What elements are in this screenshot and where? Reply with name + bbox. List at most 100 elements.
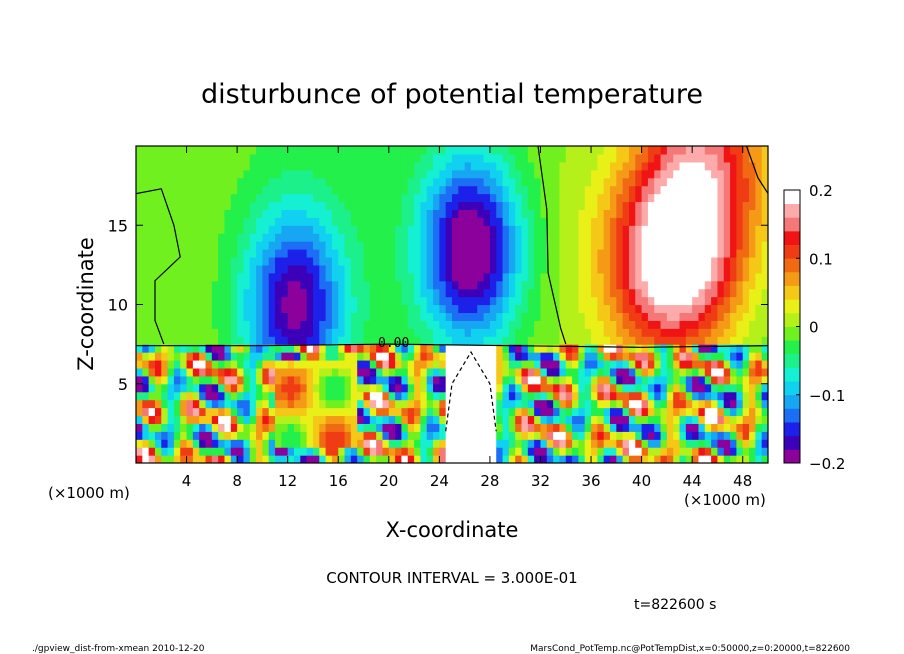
heatmap-cell [742,280,750,290]
heatmap-cell [610,272,617,282]
heatmap-cell [591,288,598,298]
heatmap-cell [647,288,655,298]
heatmap-cell [230,146,238,155]
heatmap-cell [338,423,346,432]
heatmap-cell [622,399,630,409]
colorbar-swatch [784,285,800,300]
heatmap-cell [230,193,238,203]
heatmap-cell [142,344,150,353]
heatmap-cell [452,328,459,337]
heatmap-cell [704,439,712,448]
heatmap-cell [407,217,415,226]
heatmap-cell [704,280,712,290]
heatmap-cell [502,177,510,187]
heatmap-cell [749,264,756,274]
heatmap-cell [180,249,188,258]
heatmap-cell [319,193,327,203]
heatmap-cell [294,439,301,448]
heatmap-cell [464,169,472,179]
heatmap-cell [338,272,346,282]
heatmap-cell [237,225,245,234]
heatmap-cell [439,185,447,195]
heatmap-cell [502,375,510,385]
heatmap-cell [186,359,194,369]
heatmap-cell [458,359,466,369]
heatmap-cell [483,399,491,409]
heatmap-cell [628,288,636,298]
heatmap-cell [559,304,567,314]
heatmap-cell [597,359,605,369]
heatmap-cell [426,415,434,424]
heatmap-cell [306,391,314,401]
heatmap-cell [717,249,725,258]
heatmap-cell [237,264,245,274]
heatmap-cell [584,256,592,266]
heatmap-cell [742,431,750,440]
heatmap-cell [420,312,428,321]
heatmap-cell [616,320,624,329]
heatmap-cell [218,312,226,321]
heatmap-cell [755,383,763,393]
heatmap-cell [704,407,712,417]
heatmap-cell [388,161,396,171]
heatmap-cell [452,177,459,187]
heatmap-cell [477,359,485,369]
heatmap-cell [306,344,314,353]
heatmap-cell [192,375,200,385]
heatmap-cell [268,399,276,409]
heatmap-cell [553,288,561,298]
heatmap-cell [344,375,352,385]
heatmap-cell [477,288,485,298]
heatmap-cell [230,225,238,234]
heatmap-cell [565,201,573,211]
heatmap-cell [515,264,523,274]
heatmap-cell [761,383,768,393]
heatmap-cell [275,233,282,242]
heatmap-cell [414,312,421,321]
heatmap-cell [281,352,289,361]
heatmap-cell [673,344,681,353]
heatmap-cell [610,146,617,155]
heatmap-cell [477,185,485,195]
heatmap-cell [647,336,655,345]
heatmap-cell [161,447,169,456]
heatmap-cell [711,272,719,282]
heatmap-cell [559,439,567,448]
heatmap-cell [666,375,674,385]
heatmap-cell [749,280,756,290]
heatmap-cell [167,193,175,203]
heatmap-cell [300,264,308,274]
heatmap-cell [294,415,301,424]
heatmap-cell [470,169,478,179]
heatmap-cell [761,328,768,337]
heatmap-cell [180,217,188,226]
heatmap-cell [527,439,535,448]
heatmap-cell [521,367,529,377]
heatmap-cell [477,375,485,385]
heatmap-cell [369,185,377,195]
heatmap-cell [742,256,750,266]
heatmap-cell [685,312,693,321]
heatmap-cell [534,201,542,211]
heatmap-cell [148,209,156,218]
heatmap-cell [161,256,169,266]
heatmap-cell [565,146,573,155]
heatmap-cell [376,383,384,393]
heatmap-cell [679,431,687,440]
heatmap-cell [515,383,523,393]
heatmap-cell [578,280,586,290]
heatmap-cell [262,296,270,306]
heatmap-cell [331,193,339,203]
heatmap-cell [224,153,232,163]
heatmap-cell [363,296,371,306]
heatmap-cell [186,423,194,432]
heatmap-cell [350,391,358,401]
heatmap-cell [647,201,655,211]
heatmap-cell [603,320,611,329]
heatmap-cell [376,272,384,282]
heatmap-cell [395,233,403,242]
heatmap-cell [489,185,497,195]
colorbar-swatch [784,449,800,464]
heatmap-cell [275,256,282,266]
heatmap-cell [211,399,219,409]
